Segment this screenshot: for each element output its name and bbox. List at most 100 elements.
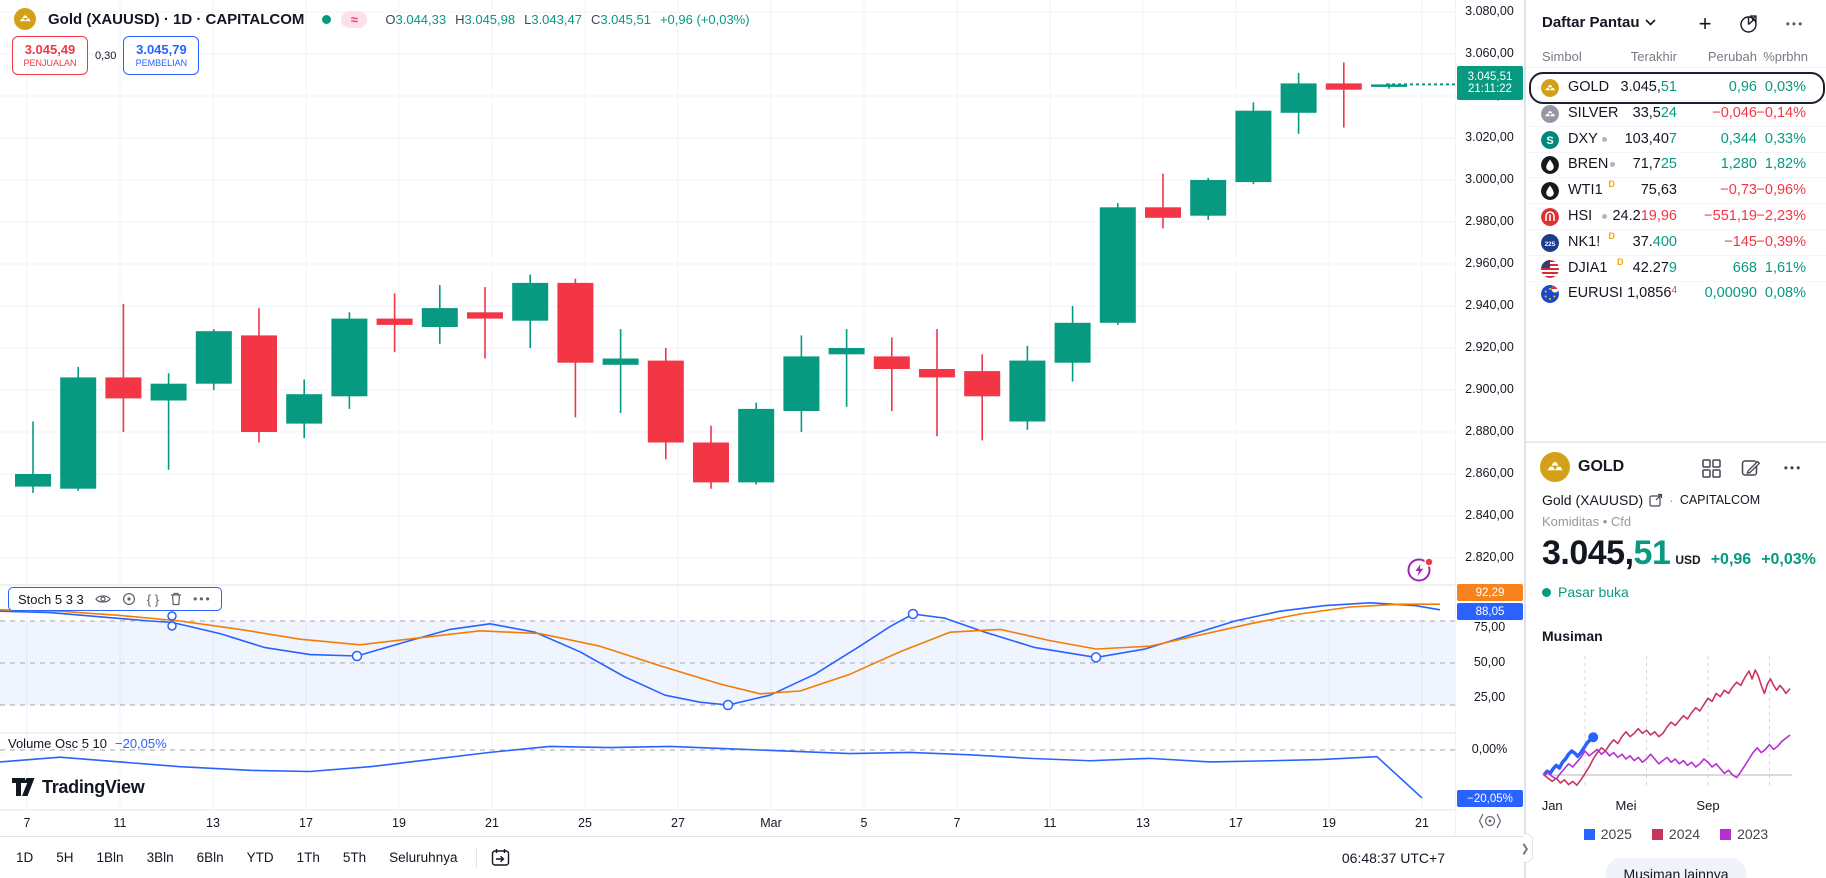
price-tick[interactable]: 3.080,00 xyxy=(1465,4,1514,18)
time-tick[interactable]: 7 xyxy=(23,816,31,830)
price-tick[interactable]: 3.020,00 xyxy=(1465,130,1514,144)
pie-sections-icon[interactable] xyxy=(1736,12,1762,36)
price-tick[interactable]: 2.860,00 xyxy=(1465,466,1514,480)
watchlist-columns[interactable]: Simbol Terakhir Perubah %prbhn xyxy=(1526,47,1826,68)
external-link-icon[interactable] xyxy=(1649,493,1663,507)
range-5th[interactable]: 5Th xyxy=(342,850,367,865)
tradingview-logo[interactable]: TradingView xyxy=(12,777,145,798)
axis-settings-icon[interactable] xyxy=(1478,812,1502,835)
price-tick[interactable]: 2.820,00 xyxy=(1465,550,1514,564)
watchlist-change: 0,96 xyxy=(1728,79,1757,95)
col-last: Terakhir xyxy=(1630,49,1677,64)
watchlist-row-dxy[interactable]: S DXY 103,407 0,344 0,33% xyxy=(1526,127,1826,153)
price-tick[interactable]: 3.000,00 xyxy=(1465,172,1514,186)
range-ytd[interactable]: YTD xyxy=(246,850,274,865)
svg-text:225: 225 xyxy=(1545,241,1556,248)
sell-button[interactable]: 3.045,49 PENJUALAN xyxy=(12,36,88,75)
legend-2025[interactable]: 2025 xyxy=(1583,826,1632,842)
watchlist-row-wti1[interactable]: WTI1 D 75,63 −0,73 −0,96% xyxy=(1526,178,1826,205)
legend-2023[interactable]: 2023 xyxy=(1720,826,1768,842)
time-tick[interactable]: 13 xyxy=(206,816,220,830)
watchlist-row-nk1[interactable]: 225 NK1! D 37.400 −145 −0,39% xyxy=(1526,230,1826,256)
seasonality-legend: 2025 2024 2023 xyxy=(1526,826,1826,842)
price-tick[interactable]: 2.920,00 xyxy=(1465,340,1514,354)
watchlist-row-djia1[interactable]: DJIA1 D 42.279 668 1,61% xyxy=(1526,256,1826,282)
watchlist-title-menu[interactable]: Daftar Pantau xyxy=(1542,14,1656,31)
grid-layout-icon[interactable] xyxy=(1698,455,1724,481)
flash-boost-icon[interactable] xyxy=(1406,555,1434,583)
watchlist-change-pct: −0,39% xyxy=(1756,233,1806,250)
seasonality-chart[interactable] xyxy=(1526,648,1826,798)
settings-icon[interactable] xyxy=(122,592,136,606)
price-tick[interactable]: 2.900,00 xyxy=(1465,382,1514,396)
legend-2024[interactable]: 2024 xyxy=(1651,826,1700,842)
watchlist-symbol-name: NK1! xyxy=(1568,233,1601,250)
approx-badge[interactable]: ≈ xyxy=(341,10,368,28)
time-tick[interactable]: 25 xyxy=(578,816,592,830)
time-tick[interactable]: 11 xyxy=(1043,816,1057,830)
trash-icon[interactable] xyxy=(170,592,182,606)
clock[interactable]: 06:48:37 UTC+7 xyxy=(1341,849,1445,866)
stoch-tick[interactable]: 25,00 xyxy=(1473,690,1506,704)
symbol-title[interactable]: Gold (XAUUSD) · 1D · CAPITALCOM xyxy=(48,10,305,28)
range-5h[interactable]: 5H xyxy=(56,850,74,865)
price-tick[interactable]: 3.060,00 xyxy=(1465,46,1514,60)
add-symbol-icon[interactable]: + xyxy=(1698,11,1712,36)
price-tick[interactable]: 2.960,00 xyxy=(1465,256,1514,270)
time-tick[interactable]: 17 xyxy=(299,816,313,830)
time-tick[interactable]: 13 xyxy=(1136,816,1150,830)
watchlist-more-icon[interactable]: ••• xyxy=(1785,17,1805,31)
price-chart[interactable] xyxy=(0,0,1455,836)
watchlist-row-eurusi[interactable]: EURUSI 1,08564 0,00090 0,08% xyxy=(1526,281,1826,307)
price-tick[interactable]: 2.940,00 xyxy=(1465,298,1514,312)
time-tick[interactable]: 11 xyxy=(113,816,127,830)
range-1d[interactable]: 1D xyxy=(16,850,34,865)
volume-tick[interactable]: 0,00% xyxy=(1471,742,1508,756)
sell-price: 3.045,49 xyxy=(24,41,76,57)
gold-bars-icon xyxy=(1541,79,1559,97)
watchlist-row-gold[interactable]: GOLD 3.045,51 0,96 0,03% xyxy=(1526,75,1826,101)
range-6bln[interactable]: 6Bln xyxy=(196,850,224,865)
time-tick[interactable]: 19 xyxy=(392,816,406,830)
watchlist-change: 0,344 xyxy=(1720,130,1757,147)
range-3bln[interactable]: 3Bln xyxy=(146,850,174,865)
more-seasonals-button[interactable]: Musiman lainnya xyxy=(1605,858,1747,878)
time-tick[interactable]: 27 xyxy=(671,816,685,830)
range-1bln[interactable]: 1Bln xyxy=(96,850,124,865)
time-tick[interactable]: 21 xyxy=(1415,816,1429,830)
time-tick[interactable]: 19 xyxy=(1322,816,1336,830)
time-axis[interactable]: 7 11 13 17 19 21 25 27 Mar 5 7 11 13 17 19 21 xyxy=(0,810,1455,836)
volume-osc-legend[interactable]: Volume Osc 5 10 −20,05% xyxy=(8,736,167,751)
watchlist-row-hsi[interactable]: HSI 24.219,96 −551,19 −2,23% xyxy=(1526,204,1826,230)
time-tick[interactable]: 17 xyxy=(1229,816,1243,830)
price-tick[interactable]: 2.880,00 xyxy=(1465,424,1514,438)
source-code-icon[interactable]: { } xyxy=(146,591,160,607)
price-tick[interactable]: 2.980,00 xyxy=(1465,214,1514,228)
stoch-tick[interactable]: 75,00 xyxy=(1473,620,1506,634)
market-status-dot[interactable] xyxy=(322,14,332,24)
more-icon[interactable]: ••• xyxy=(193,592,212,606)
range-seluruhnya[interactable]: Seluruhnya xyxy=(389,850,458,865)
price-scale[interactable]: 3.080,003.060,003.040,003.020,003.000,00… xyxy=(1455,0,1523,836)
stoch-tick[interactable]: 50,00 xyxy=(1473,655,1506,669)
time-tick[interactable]: 21 xyxy=(485,816,499,830)
go-to-date-icon[interactable] xyxy=(491,848,510,867)
detail-symbol-name[interactable]: GOLD xyxy=(1578,458,1625,475)
time-tick[interactable]: 5 xyxy=(860,816,868,830)
stoch-indicator-legend[interactable]: Stoch 5 3 3 { } ••• xyxy=(8,587,222,611)
eye-icon[interactable] xyxy=(95,593,111,605)
range-1th[interactable]: 1Th xyxy=(296,850,320,865)
watchlist-row-silver[interactable]: SILVER 33,524 −0,046 −0,14% xyxy=(1526,101,1826,127)
edit-note-icon[interactable] xyxy=(1738,455,1764,481)
watchlist-symbol-name: HSI xyxy=(1568,208,1593,224)
oil-drop-icon xyxy=(1541,182,1559,201)
detail-symbol-fullname[interactable]: Gold (XAUUSD) xyxy=(1542,492,1644,508)
time-tick[interactable]: 7 xyxy=(953,816,961,830)
price-tick[interactable]: 2.840,00 xyxy=(1465,508,1514,522)
chevron-down-icon xyxy=(1644,19,1656,26)
watchlist-row-bren[interactable]: BREN 71,725 1,280 1,82% xyxy=(1526,152,1826,179)
watchlist-last-price: 33,524 xyxy=(1632,104,1677,121)
buy-button[interactable]: 3.045,79 PEMBELIAN xyxy=(123,36,200,75)
time-tick[interactable]: Mar xyxy=(760,816,782,830)
detail-more-icon[interactable]: ••• xyxy=(1783,461,1803,475)
